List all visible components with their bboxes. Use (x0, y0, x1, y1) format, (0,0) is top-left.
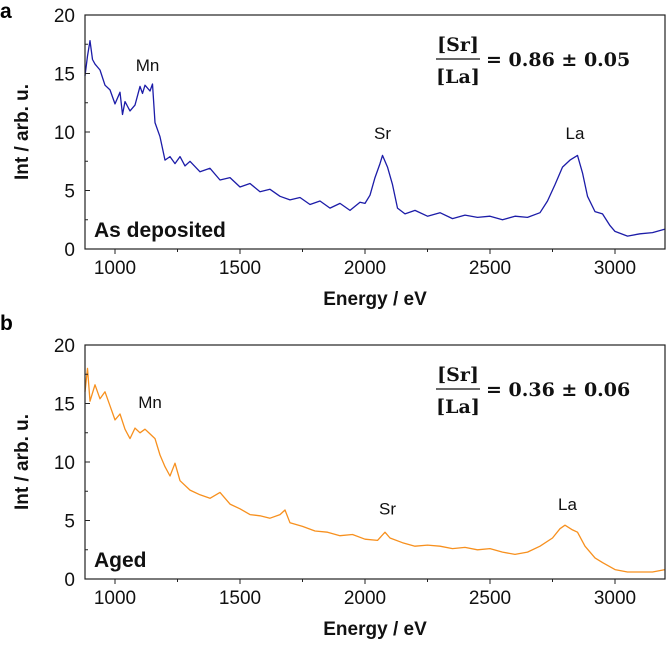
x-tick-label: 2000 (344, 588, 386, 609)
formula-denominator: [La] (436, 396, 480, 418)
y-tick-label: 15 (54, 395, 75, 416)
spectrum-line (84, 367, 666, 573)
y-tick-label: 10 (54, 453, 75, 474)
chart-panel-b: b 0 5 10 15 20 1000 1500 2000 2500 3000 Energy / eV… (0, 312, 666, 640)
y-axis-label: Int / arb. u. (12, 414, 33, 510)
peak-label-mn: Mn (138, 393, 162, 412)
formula-denominator: [La] (436, 66, 480, 88)
x-tick-label: 1000 (94, 588, 136, 609)
y-tick-label: 15 (54, 65, 75, 86)
panel-label: b (0, 312, 13, 335)
panel-label: a (0, 0, 12, 23)
condition-label: Aged (94, 549, 147, 572)
x-tick-label: 1500 (219, 588, 261, 609)
x-tick-label: 2000 (344, 258, 386, 279)
peak-label-la: La (558, 495, 577, 514)
formula-numerator: [Sr] (437, 34, 479, 56)
x-tick-label: 3000 (594, 258, 636, 279)
peak-label-la: La (566, 124, 585, 143)
x-tick-label: 3000 (594, 588, 636, 609)
x-tick-label: 2500 (469, 588, 511, 609)
x-axis-label: Energy / eV (323, 619, 427, 640)
peak-label-mn: Mn (136, 56, 160, 75)
y-tick-label: 0 (64, 570, 75, 591)
spectrum-line (84, 40, 666, 237)
x-axis-label: Energy / eV (323, 289, 427, 310)
y-tick-label: 10 (54, 123, 75, 144)
formula-value: = 0.86 ± 0.05 (486, 49, 630, 71)
formula-numerator: [Sr] (437, 364, 479, 386)
chart-panel-a: a 0 5 10 15 20 1000 1500 2000 2500 3000 Energy / eV… (0, 0, 666, 310)
x-tick-label: 1000 (94, 258, 136, 279)
y-axis-label: Int / arb. u. (12, 84, 33, 180)
y-tick-label: 20 (54, 336, 75, 357)
y-tick-label: 0 (64, 240, 75, 261)
x-tick-label: 2500 (469, 258, 511, 279)
y-tick-label: 5 (64, 512, 75, 533)
condition-label: As deposited (94, 219, 226, 242)
y-tick-label: 20 (54, 6, 75, 27)
x-tick-label: 1500 (219, 258, 261, 279)
peak-label-sr: Sr (379, 500, 396, 519)
formula-value: = 0.36 ± 0.06 (486, 379, 630, 401)
peak-label-sr: Sr (374, 124, 391, 143)
y-tick-label: 5 (64, 182, 75, 203)
